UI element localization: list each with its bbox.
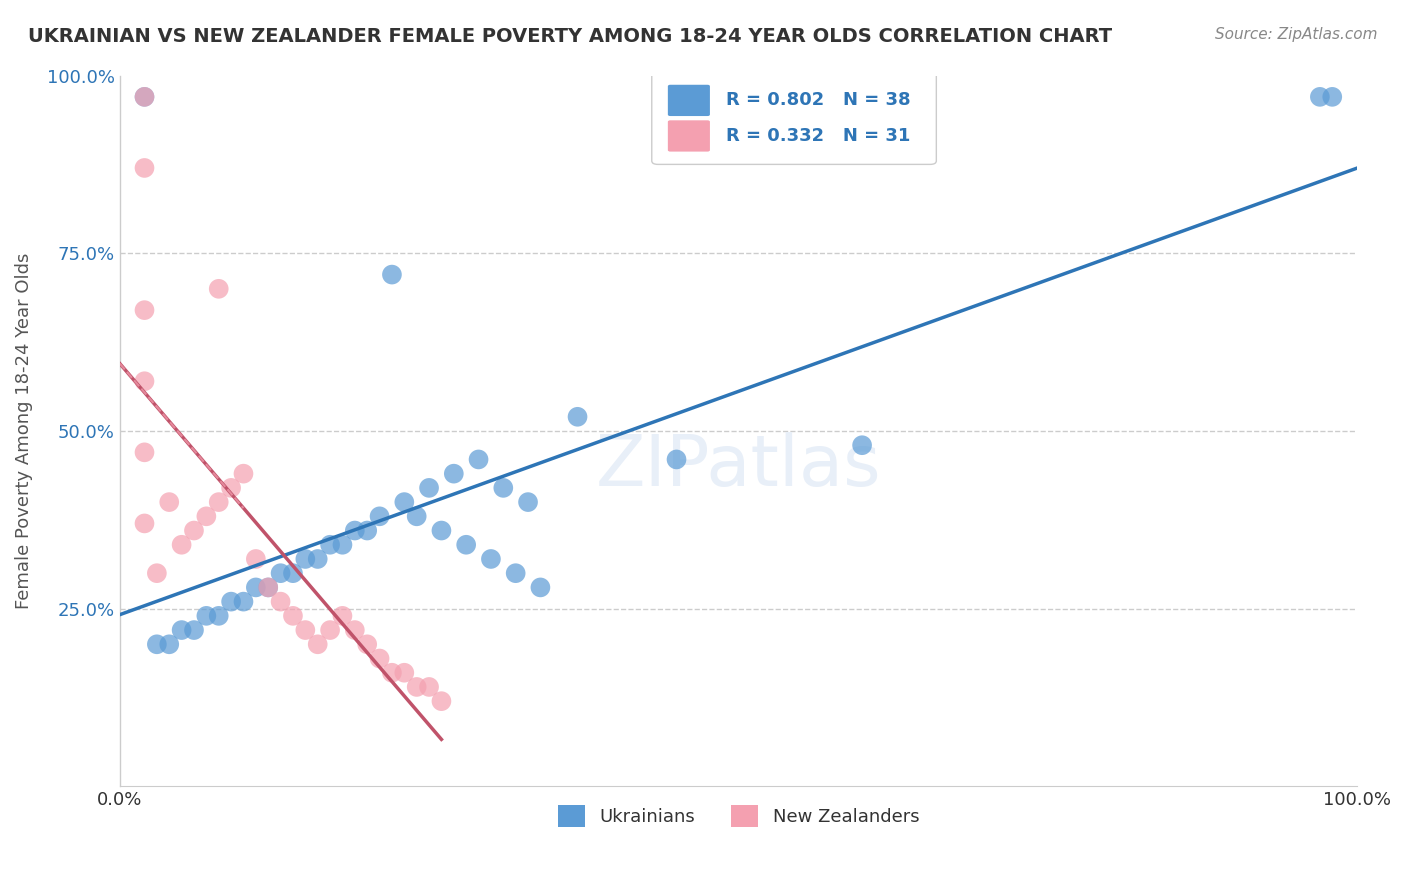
Y-axis label: Female Poverty Among 18-24 Year Olds: Female Poverty Among 18-24 Year Olds (15, 252, 32, 609)
Text: UKRAINIAN VS NEW ZEALANDER FEMALE POVERTY AMONG 18-24 YEAR OLDS CORRELATION CHAR: UKRAINIAN VS NEW ZEALANDER FEMALE POVERT… (28, 27, 1112, 45)
Point (157, 495, 180, 509)
Point (319, 623, 342, 637)
FancyBboxPatch shape (668, 120, 710, 152)
Point (208, 495, 231, 509)
Point (195, 608, 218, 623)
Point (294, 552, 316, 566)
Point (492, 481, 515, 495)
Point (134, 516, 156, 531)
Point (332, 608, 354, 623)
Point (257, 581, 280, 595)
Point (405, 680, 427, 694)
Point (307, 637, 329, 651)
Point (319, 538, 342, 552)
Point (381, 268, 404, 282)
Point (245, 552, 267, 566)
Point (281, 608, 304, 623)
Point (479, 552, 502, 566)
Point (665, 452, 688, 467)
Point (208, 608, 231, 623)
Point (270, 594, 292, 608)
Text: Source: ZipAtlas.com: Source: ZipAtlas.com (1215, 27, 1378, 42)
Point (134, 90, 156, 104)
Point (567, 409, 589, 424)
Point (134, 303, 156, 318)
Point (170, 538, 193, 552)
Point (281, 566, 304, 581)
Point (232, 467, 254, 481)
Point (146, 566, 169, 581)
Point (356, 524, 378, 538)
Point (232, 594, 254, 608)
Point (443, 467, 465, 481)
Legend: Ukrainians, New Zealanders: Ukrainians, New Zealanders (550, 797, 927, 834)
Point (529, 581, 551, 595)
Point (134, 374, 156, 388)
Point (208, 282, 231, 296)
Point (146, 637, 169, 651)
Point (245, 581, 267, 595)
Point (157, 637, 180, 651)
Point (134, 445, 156, 459)
FancyBboxPatch shape (652, 72, 936, 164)
Point (517, 495, 540, 509)
Point (1322, 90, 1344, 104)
Text: R = 0.802   N = 38: R = 0.802 N = 38 (725, 91, 911, 110)
Point (418, 680, 440, 694)
Point (219, 594, 242, 608)
Point (394, 495, 416, 509)
Point (418, 481, 440, 495)
Point (134, 161, 156, 175)
Point (405, 509, 427, 524)
Point (195, 509, 218, 524)
Point (343, 524, 366, 538)
Point (851, 438, 873, 452)
Point (294, 623, 316, 637)
Point (368, 509, 391, 524)
Point (356, 637, 378, 651)
Point (381, 665, 404, 680)
Point (430, 524, 453, 538)
Point (270, 566, 292, 581)
Text: R = 0.332   N = 31: R = 0.332 N = 31 (725, 127, 910, 145)
Point (505, 566, 527, 581)
Point (257, 581, 280, 595)
Point (332, 538, 354, 552)
Point (1309, 90, 1331, 104)
Point (183, 524, 205, 538)
Point (170, 623, 193, 637)
Point (394, 665, 416, 680)
Point (368, 651, 391, 665)
Point (467, 452, 489, 467)
Point (219, 481, 242, 495)
Point (183, 623, 205, 637)
Text: ZIPatlas: ZIPatlas (596, 432, 882, 501)
Point (456, 538, 478, 552)
Point (343, 623, 366, 637)
Point (430, 694, 453, 708)
FancyBboxPatch shape (668, 85, 710, 116)
Point (134, 90, 156, 104)
Point (307, 552, 329, 566)
